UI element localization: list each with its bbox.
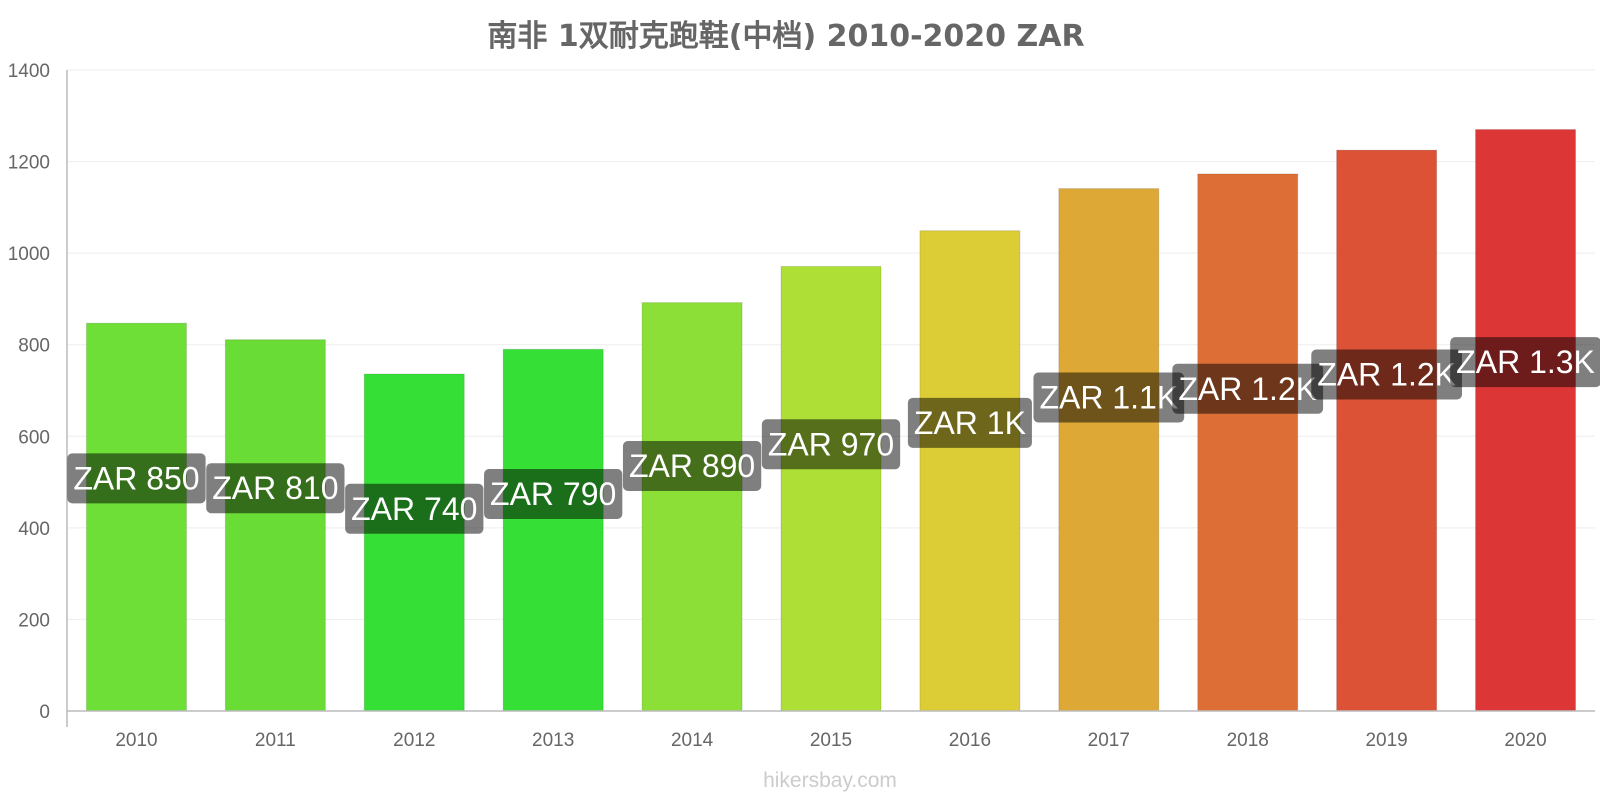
bars xyxy=(85,129,1577,712)
data-label-text: ZAR 850 xyxy=(73,460,199,496)
data-label-background xyxy=(907,397,1032,448)
x-tick-label: 2016 xyxy=(949,730,991,751)
data-label-2010: ZAR 850 xyxy=(67,453,206,504)
bar-2013 xyxy=(502,348,604,712)
data-label-2015: ZAR 970 xyxy=(761,419,901,470)
bar-2020 xyxy=(1475,129,1577,712)
x-tick-label: 2017 xyxy=(1088,730,1130,751)
bar-2018 xyxy=(1197,173,1299,712)
data-labels: ZAR 850 ZAR 810 ZAR 740 ZAR 790 ZAR 890 ZAR 9… xyxy=(67,337,1600,534)
bar-2010 xyxy=(85,322,187,712)
data-label-2019: ZAR 1.2K xyxy=(1311,349,1462,400)
data-label-text: ZAR 1.2K xyxy=(1178,371,1317,407)
watermark: hikersbay.com xyxy=(763,769,897,792)
x-tick-label: 2012 xyxy=(393,730,435,751)
data-label-2013: ZAR 790 xyxy=(484,468,623,519)
bar-2015 xyxy=(780,265,882,712)
bar-2014 xyxy=(641,302,743,712)
y-tick-label: 600 xyxy=(18,427,50,448)
data-label-background xyxy=(1311,349,1462,400)
x-tick-label: 2011 xyxy=(255,730,296,751)
data-label-background xyxy=(67,453,206,504)
data-label-background xyxy=(1033,372,1185,423)
data-label-background xyxy=(484,468,623,519)
data-label-2012: ZAR 740 xyxy=(345,483,484,534)
data-label-2018: ZAR 1.2K xyxy=(1172,363,1324,414)
x-tick-label: 2020 xyxy=(1504,730,1546,751)
y-tick-label: 200 xyxy=(18,610,50,631)
data-label-2014: ZAR 890 xyxy=(622,440,762,491)
data-label-text: ZAR 790 xyxy=(490,476,616,512)
data-label-background xyxy=(761,419,901,470)
x-axis-ticks: 2010 2011 2012 2013 2014 2015 2016 2017 2018 2019… xyxy=(115,730,1546,751)
x-tick-label: 2010 xyxy=(115,730,157,751)
y-tick-label: 800 xyxy=(18,336,50,357)
y-tick-label: 1400 xyxy=(8,61,50,82)
data-label-text: ZAR 970 xyxy=(768,426,894,462)
data-label-2017: ZAR 1.1K xyxy=(1033,372,1185,423)
data-label-text: ZAR 1.2K xyxy=(1317,356,1456,392)
data-label-text: ZAR 740 xyxy=(351,491,477,527)
y-tick-label: 1000 xyxy=(8,244,50,265)
y-axis-ticks: 0 200 400 600 800 1000 1200 1400 xyxy=(8,61,50,723)
data-label-background xyxy=(206,463,345,514)
data-label-2020: ZAR 1.3K xyxy=(1450,337,1600,388)
data-label-text: ZAR 1.1K xyxy=(1039,380,1178,416)
data-label-2011: ZAR 810 xyxy=(206,463,345,514)
bar-2017 xyxy=(1058,188,1160,712)
x-tick-label: 2015 xyxy=(810,730,852,751)
data-label-2016: ZAR 1K xyxy=(907,397,1032,448)
y-tick-label: 400 xyxy=(18,519,50,540)
bar-2011 xyxy=(224,339,326,712)
data-label-text: ZAR 1K xyxy=(914,405,1026,441)
data-label-background xyxy=(345,483,484,534)
data-label-text: ZAR 890 xyxy=(629,448,755,484)
chart-title: 南非 1双耐克跑鞋(中档) 2010-2020 ZAR xyxy=(487,19,1084,54)
data-label-background xyxy=(1450,337,1600,388)
data-label-text: ZAR 1.3K xyxy=(1456,344,1595,380)
data-label-background xyxy=(622,440,762,491)
x-tick-label: 2019 xyxy=(1365,730,1407,751)
data-label-background xyxy=(1172,363,1324,414)
x-tick-label: 2018 xyxy=(1227,730,1269,751)
y-tick-label: 0 xyxy=(39,702,50,723)
bar-2012 xyxy=(363,373,465,712)
y-tick-label: 1200 xyxy=(8,153,50,174)
x-tick-label: 2014 xyxy=(671,730,714,751)
x-tick-label: 2013 xyxy=(532,730,574,751)
bar-2019 xyxy=(1336,149,1438,712)
bar-2016 xyxy=(919,230,1021,712)
data-label-text: ZAR 810 xyxy=(212,470,338,506)
